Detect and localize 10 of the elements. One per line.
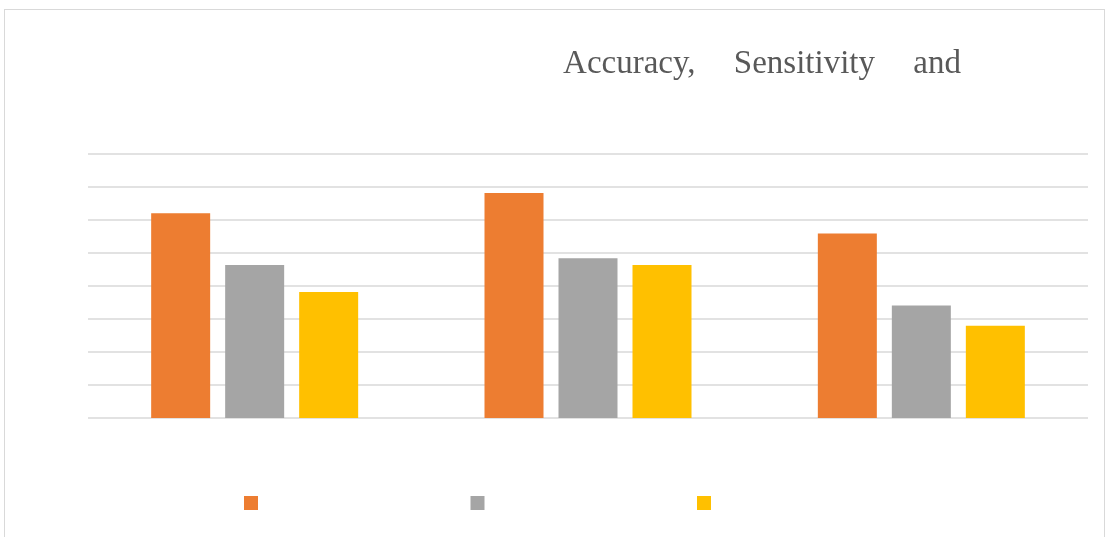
bar [817, 233, 877, 418]
bar [484, 193, 544, 418]
bar [225, 265, 285, 418]
chart-title: Accuracy, Sensitivity and [563, 44, 962, 80]
bar [151, 213, 211, 418]
bar [965, 325, 1025, 418]
bar [299, 292, 359, 418]
bar [632, 265, 692, 418]
bar [891, 305, 951, 418]
bar [558, 258, 618, 418]
